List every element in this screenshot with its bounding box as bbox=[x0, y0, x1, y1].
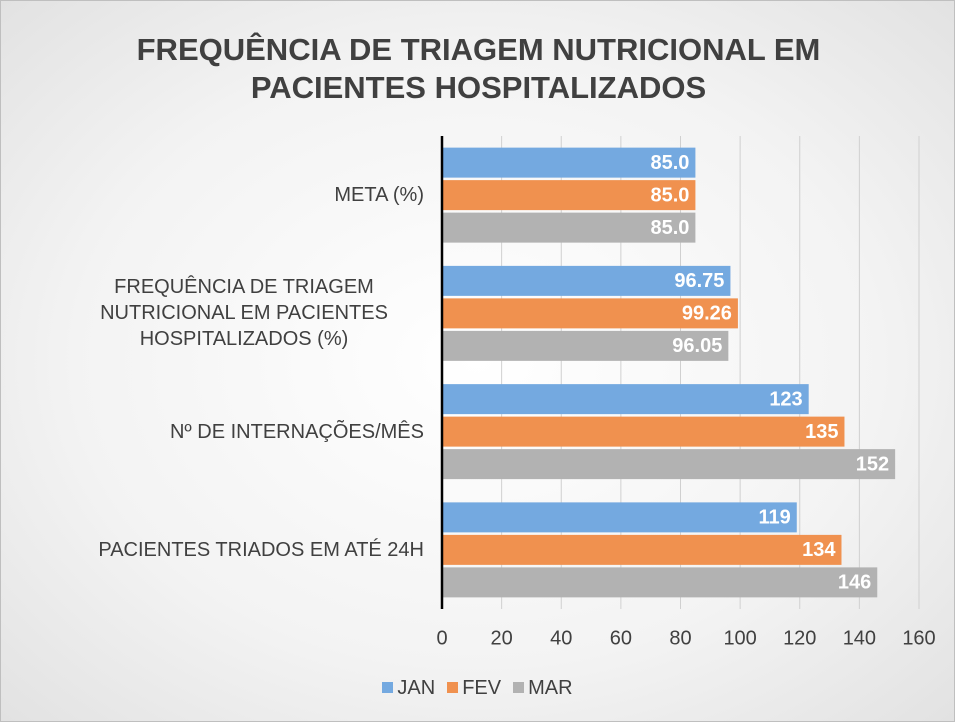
category-label-box: PACIENTES TRIADOS EM ATÉ 24H bbox=[24, 537, 424, 563]
data-label: 96.05 bbox=[672, 335, 722, 357]
legend-entry: MAR bbox=[513, 677, 573, 700]
bar bbox=[442, 180, 696, 211]
x-tick-label: 100 bbox=[723, 627, 756, 649]
category-label-box: FREQUÊNCIA DE TRIAGEM NUTRICIONAL EM PAC… bbox=[24, 274, 424, 352]
category-label-box: META (%) bbox=[24, 182, 424, 208]
bar bbox=[442, 449, 896, 480]
category-label-box: Nº DE INTERNAÇÕES/MÊS bbox=[24, 419, 424, 445]
data-label: 123 bbox=[769, 388, 802, 410]
data-label: 119 bbox=[759, 507, 791, 529]
chart-title: FREQUÊNCIA DE TRIAGEM NUTRICIONAL EM PAC… bbox=[136, 32, 821, 105]
legend-swatch bbox=[513, 682, 525, 693]
legend-label: JAN bbox=[397, 677, 436, 699]
legend-swatch bbox=[447, 682, 459, 693]
data-label: 152 bbox=[856, 453, 889, 475]
legend-entry: JAN bbox=[382, 677, 435, 700]
legend-swatch bbox=[382, 682, 394, 693]
category-label: Nº DE INTERNAÇÕES/MÊS bbox=[169, 420, 424, 443]
data-label: 96.75 bbox=[674, 270, 724, 292]
legend-label: MAR bbox=[528, 677, 573, 699]
category-label: META (%) bbox=[334, 184, 424, 207]
bar bbox=[442, 330, 729, 361]
data-label: 85.0 bbox=[650, 217, 689, 239]
bar bbox=[442, 298, 738, 329]
bar bbox=[442, 534, 842, 565]
data-label: 146 bbox=[838, 572, 871, 594]
x-tick-label: 140 bbox=[843, 627, 876, 649]
data-label: 99.26 bbox=[682, 303, 732, 325]
bar bbox=[442, 567, 878, 598]
x-tick-label: 80 bbox=[669, 627, 691, 649]
data-label: 135 bbox=[805, 421, 838, 443]
x-tick-label: 60 bbox=[610, 627, 632, 649]
x-tick-label: 160 bbox=[902, 627, 935, 649]
bar bbox=[442, 384, 809, 415]
x-tick-label: 120 bbox=[783, 627, 816, 649]
legend-entry: FEV bbox=[447, 677, 501, 700]
bar bbox=[442, 212, 696, 243]
legend: JAN FEV MAR bbox=[1, 677, 954, 700]
bar bbox=[442, 265, 731, 296]
x-tick-label: 20 bbox=[491, 627, 513, 649]
bar bbox=[442, 502, 797, 533]
legend-label: FEV bbox=[462, 677, 502, 699]
x-tick-label: 40 bbox=[550, 627, 572, 649]
x-tick-label: 0 bbox=[436, 627, 447, 649]
data-label: 85.0 bbox=[650, 184, 689, 206]
data-label: 134 bbox=[802, 539, 836, 561]
bar bbox=[442, 416, 845, 447]
category-label: FREQUÊNCIA DE TRIAGEM NUTRICIONAL EM PAC… bbox=[100, 276, 388, 351]
bar bbox=[442, 147, 696, 178]
category-label: PACIENTES TRIADOS EM ATÉ 24H bbox=[98, 538, 424, 561]
data-label: 85.0 bbox=[650, 152, 689, 174]
